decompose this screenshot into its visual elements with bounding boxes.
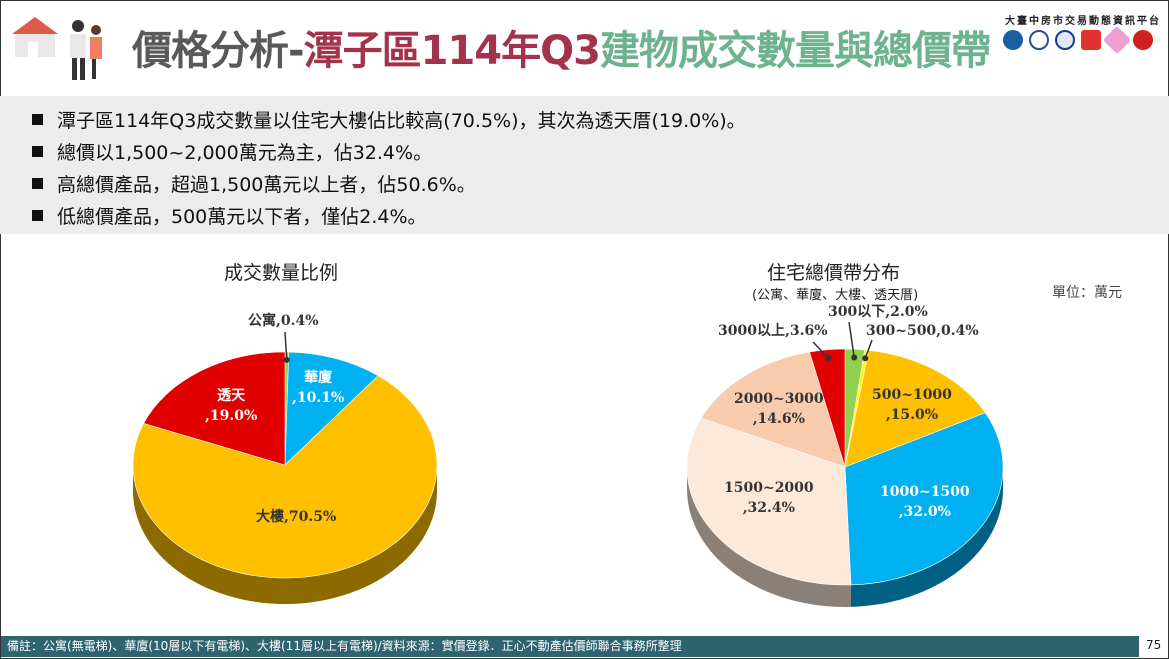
chart2-title: 住宅總價帶分布 xyxy=(767,262,901,284)
chart2-label: 2000~3000 ,14.6% xyxy=(734,391,824,427)
chart2-subtitle: (公寓、華廈、大樓、透天厝) xyxy=(752,288,919,303)
unit-label: 單位：萬元 xyxy=(1052,285,1122,301)
association-logo xyxy=(1029,30,1049,50)
platform-name: 大臺中房市交易動態資訊平台 xyxy=(1005,16,1161,27)
chart2-label: 500~1000 ,15.0% xyxy=(872,387,952,423)
bullet-item: 潭子區114年Q3成交數量以住宅大樓佔比較高(70.5%)，其次為透天厝(19.… xyxy=(32,106,746,133)
chart1-label: 公寓,0.4% xyxy=(248,313,319,329)
title-prefix: 價格分析- xyxy=(132,28,305,74)
chart1-slice-side-大樓 xyxy=(133,465,437,604)
chart1-label: 華廈 ,10.1% xyxy=(292,370,345,406)
realty-logo xyxy=(1133,30,1153,50)
bullet-item: 高總價產品，超過1,500萬元以上者，佔50.6%。 xyxy=(32,170,476,197)
chart2-slice-2000~3000 xyxy=(700,351,846,468)
chart2-label: 300以下,2.0% xyxy=(828,304,928,320)
chart1-slice-透天 xyxy=(143,351,286,466)
footer-note: 備註：公寓(無電梯)、華廈(10層以下有電梯)、大樓(11層以上有電梯)/資料來… xyxy=(1,636,1139,657)
bullet-item: 低總價產品，500萬元以下者，僅佔2.4%。 xyxy=(32,202,427,229)
center-logo xyxy=(1081,30,1101,50)
bullet-text: 低總價產品，500萬元以下者，僅佔2.4%。 xyxy=(57,206,427,228)
chart2-label: 1500~2000 ,32.4% xyxy=(724,480,814,516)
chart2-leader-line xyxy=(848,321,855,358)
chart2-leader-dot xyxy=(825,354,832,361)
city-logo xyxy=(1055,30,1075,50)
chart1-label: 透天 ,19.0% xyxy=(205,388,258,424)
chart1-leader-line xyxy=(284,331,288,360)
chart1-title: 成交數量比例 xyxy=(224,262,339,284)
square-bullet-icon xyxy=(32,178,43,189)
partner-logos xyxy=(1003,25,1153,55)
tuda-logo xyxy=(1003,30,1023,50)
chart2-slice-3000以上 xyxy=(809,348,846,468)
chart2-leader-dot xyxy=(862,355,869,362)
bullet-text: 潭子區114年Q3成交數量以住宅大樓佔比較高(70.5%)，其次為透天厝(19.… xyxy=(57,110,746,132)
chart2-slice-side-1500~2000 xyxy=(687,467,851,607)
chart2-slice-1000~1500 xyxy=(844,412,1004,586)
bullet-text: 高總價產品，超過1,500萬元以上者，佔50.6%。 xyxy=(57,174,476,196)
bullet-text: 總價以1,500~2,000萬元為主，佔32.4%。 xyxy=(57,142,433,164)
chart2-label: 1000~1500 ,32.0% xyxy=(880,484,970,520)
chart2-slice-500~1000 xyxy=(844,350,986,468)
chart2-leader-line xyxy=(812,341,829,359)
chart2-label: 300~500,0.4% xyxy=(866,323,979,339)
chart1-slice-大樓 xyxy=(132,375,438,579)
title-district: 潭子區114年Q3 xyxy=(303,28,601,74)
square-bullet-icon xyxy=(32,210,43,221)
chart1-leader-dot xyxy=(283,356,290,363)
chart2-leader-line xyxy=(864,339,873,359)
bullet-item: 總價以1,500~2,000萬元為主，佔32.4%。 xyxy=(32,138,432,165)
house-people-illustration xyxy=(12,17,102,80)
summary-bullets: 潭子區114年Q3成交數量以住宅大樓佔比較高(70.5%)，其次為透天厝(19.… xyxy=(0,96,1169,234)
square-bullet-icon xyxy=(32,114,43,125)
page-number: 75 xyxy=(1146,638,1162,652)
chart2-leader-dot xyxy=(851,354,858,361)
chart2-slice-1500~2000 xyxy=(686,417,852,586)
chart1-label: 大樓,70.5% xyxy=(256,509,337,525)
chart1-slice-華廈 xyxy=(284,351,379,466)
square-bullet-icon xyxy=(32,146,43,157)
title-topic: 建物成交數量與總價帶 xyxy=(599,28,991,74)
chart2-label: 3000以上,3.6% xyxy=(718,323,828,339)
page-title: 價格分析-潭子區114年Q3建物成交數量與總價帶 xyxy=(132,18,991,76)
